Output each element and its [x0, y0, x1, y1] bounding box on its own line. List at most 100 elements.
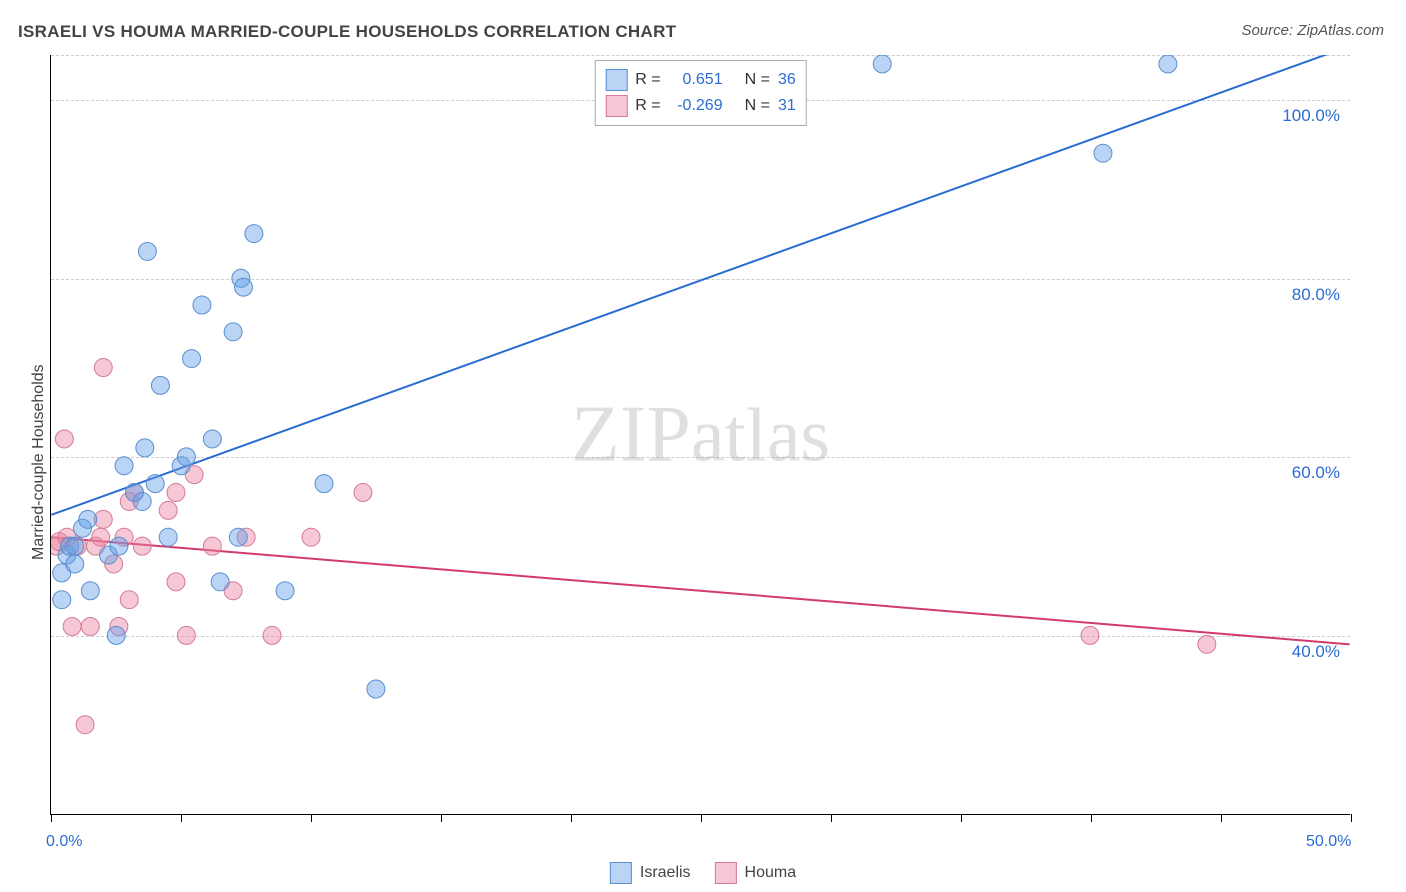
scatter-point [79, 510, 97, 528]
x-tick [181, 814, 182, 822]
regression-line [51, 537, 1349, 644]
scatter-point [183, 350, 201, 368]
y-tick-label: 100.0% [1282, 106, 1340, 126]
gridline-h [51, 55, 1350, 56]
scatter-point [1094, 144, 1112, 162]
x-tick [961, 814, 962, 822]
scatter-point [58, 528, 76, 546]
legend-swatch-blue [605, 69, 627, 91]
scatter-point [167, 484, 185, 502]
legend-swatch-pink [715, 862, 737, 884]
legend-bottom: Israelis Houma [610, 862, 796, 884]
scatter-point [81, 617, 99, 635]
scatter-point [58, 546, 76, 564]
scatter-point [61, 537, 79, 555]
stat-r-value-houma: -0.269 [669, 97, 723, 115]
stat-n-value-israelis: 36 [778, 71, 796, 89]
scatter-point [224, 323, 242, 341]
scatter-point [237, 528, 255, 546]
scatter-point [367, 680, 385, 698]
legend-swatch-pink [605, 95, 627, 117]
scatter-point [99, 546, 117, 564]
chart-container: ISRAELI VS HOUMA MARRIED-COUPLE HOUSEHOL… [0, 0, 1406, 892]
scatter-point [159, 528, 177, 546]
stat-n-label: N = [745, 71, 770, 89]
scatter-point [1198, 635, 1216, 653]
scatter-point [185, 466, 203, 484]
x-tick [1351, 814, 1352, 822]
scatter-point [66, 537, 84, 555]
scatter-point [315, 475, 333, 493]
y-tick-label: 60.0% [1292, 463, 1340, 483]
scatter-point [53, 564, 71, 582]
scatter-point [146, 475, 164, 493]
scatter-point [203, 430, 221, 448]
scatter-point [203, 537, 221, 555]
watermark-atlas: atlas [691, 393, 830, 477]
scatter-point [76, 716, 94, 734]
scatter-point [276, 582, 294, 600]
gridline-h [51, 279, 1350, 280]
x-tick [701, 814, 702, 822]
legend-item-israelis: Israelis [610, 862, 691, 884]
scatter-point [87, 537, 105, 555]
scatter-point [94, 510, 112, 528]
scatter-point [125, 484, 143, 502]
scatter-point [110, 537, 128, 555]
chart-title: ISRAELI VS HOUMA MARRIED-COUPLE HOUSEHOL… [18, 22, 676, 42]
legend-stats-box: R = 0.651 N = 36 R = -0.269 N = 31 [594, 60, 806, 126]
legend-item-houma: Houma [715, 862, 797, 884]
scatter-point [1159, 55, 1177, 73]
gridline-h [51, 636, 1350, 637]
stat-r-label: R = [635, 97, 660, 115]
plot-area: ZIPatlas R = 0.651 N = 36 R = -0.269 N =… [50, 55, 1350, 815]
scatter-point [224, 582, 242, 600]
gridline-h [51, 457, 1350, 458]
scatter-point [133, 492, 151, 510]
y-tick-label: 80.0% [1292, 285, 1340, 305]
scatter-point [74, 519, 92, 537]
scatter-point [302, 528, 320, 546]
x-tick-label: 50.0% [1306, 833, 1351, 851]
y-axis-label: Married-couple Households [30, 364, 48, 560]
scatter-point [110, 617, 128, 635]
scatter-point [159, 501, 177, 519]
x-tick [1091, 814, 1092, 822]
x-tick [1221, 814, 1222, 822]
scatter-point [51, 533, 68, 551]
scatter-point [136, 439, 154, 457]
scatter-point [167, 573, 185, 591]
scatter-point [55, 430, 73, 448]
stat-n-label: N = [745, 97, 770, 115]
scatter-point [81, 582, 99, 600]
scatter-point [120, 591, 138, 609]
legend-swatch-blue [610, 862, 632, 884]
scatter-point [138, 242, 156, 260]
scatter-point [873, 55, 891, 73]
scatter-point [94, 359, 112, 377]
x-tick [51, 814, 52, 822]
scatter-point [115, 457, 133, 475]
watermark-zip: ZIP [571, 390, 691, 478]
legend-label-israelis: Israelis [640, 864, 691, 882]
chart-svg [51, 55, 1350, 814]
scatter-point [235, 278, 253, 296]
x-tick [441, 814, 442, 822]
scatter-point [105, 555, 123, 573]
legend-stats-row-houma: R = -0.269 N = 31 [605, 93, 795, 119]
scatter-point [211, 573, 229, 591]
stat-r-value-israelis: 0.651 [669, 71, 723, 89]
scatter-point [172, 457, 190, 475]
scatter-point [133, 537, 151, 555]
scatter-point [229, 528, 247, 546]
scatter-point [92, 528, 110, 546]
x-tick [311, 814, 312, 822]
y-tick-label: 40.0% [1292, 642, 1340, 662]
scatter-point [125, 484, 143, 502]
scatter-point [53, 591, 71, 609]
scatter-point [66, 555, 84, 573]
scatter-point [63, 617, 81, 635]
scatter-point [120, 492, 138, 510]
scatter-point [193, 296, 211, 314]
legend-stats-row-israelis: R = 0.651 N = 36 [605, 67, 795, 93]
